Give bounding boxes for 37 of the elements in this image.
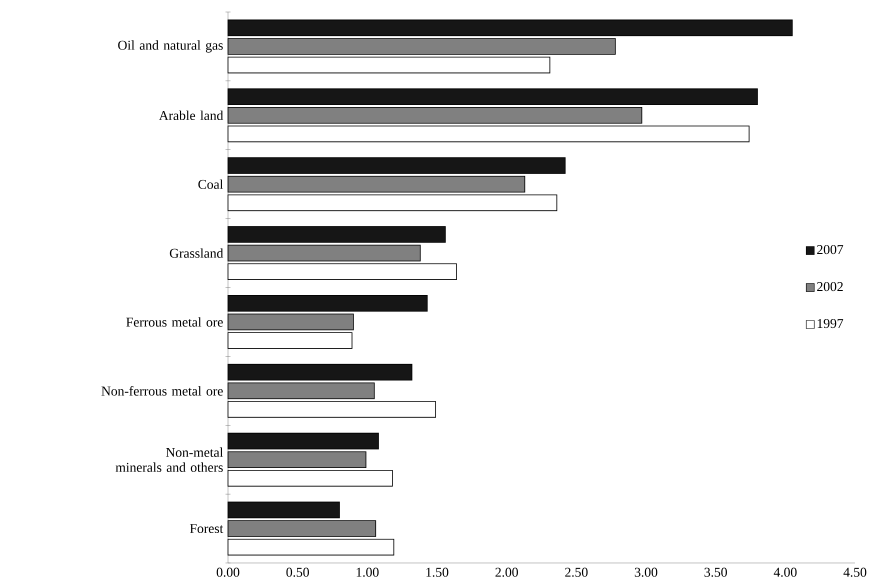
x-tick-label: 2.00	[495, 568, 518, 577]
bar	[228, 470, 393, 487]
x-tick-label: 1.00	[356, 568, 379, 577]
bar	[228, 295, 428, 312]
bar	[228, 451, 366, 468]
y-tick-label: Ferrous metal ore	[126, 317, 223, 327]
bar	[228, 20, 793, 36]
y-tick-label: Grassland	[170, 248, 224, 258]
bar	[228, 382, 375, 400]
y-tick-label: Oil and natural gas	[118, 40, 223, 53]
y-tick-label: Non-ferrous metal ore	[102, 386, 223, 396]
x-tick-label: 3.00	[634, 568, 658, 577]
y-tick-label: Arable land	[158, 110, 224, 120]
x-tick-label: 1.50	[426, 568, 448, 577]
bar	[228, 364, 412, 381]
bar	[228, 194, 558, 212]
legend-label: 2002	[817, 282, 843, 292]
y-tick-label: Coal	[198, 179, 224, 189]
bar	[228, 538, 394, 556]
y-tick-label: Forest	[190, 524, 224, 534]
x-tick-label: 2.50	[565, 568, 588, 577]
bar	[228, 157, 566, 174]
x-tick-label: 0.00	[216, 568, 240, 577]
bar	[228, 401, 436, 418]
bar	[228, 263, 457, 280]
legend-label: 1997	[818, 319, 844, 328]
x-tick-label: 3.50	[704, 568, 727, 577]
x-tick-label: 4.00	[774, 568, 797, 577]
bar	[228, 432, 379, 450]
bar	[228, 106, 642, 124]
bar	[228, 126, 750, 142]
legend-label: 2007	[817, 245, 844, 254]
x-tick-label: 4.50	[843, 568, 866, 577]
x-tick-label: 0.50	[286, 568, 309, 577]
y-tick-label: Non-metal minerals and others	[116, 447, 224, 472]
bar	[228, 88, 758, 106]
bar	[228, 176, 526, 193]
